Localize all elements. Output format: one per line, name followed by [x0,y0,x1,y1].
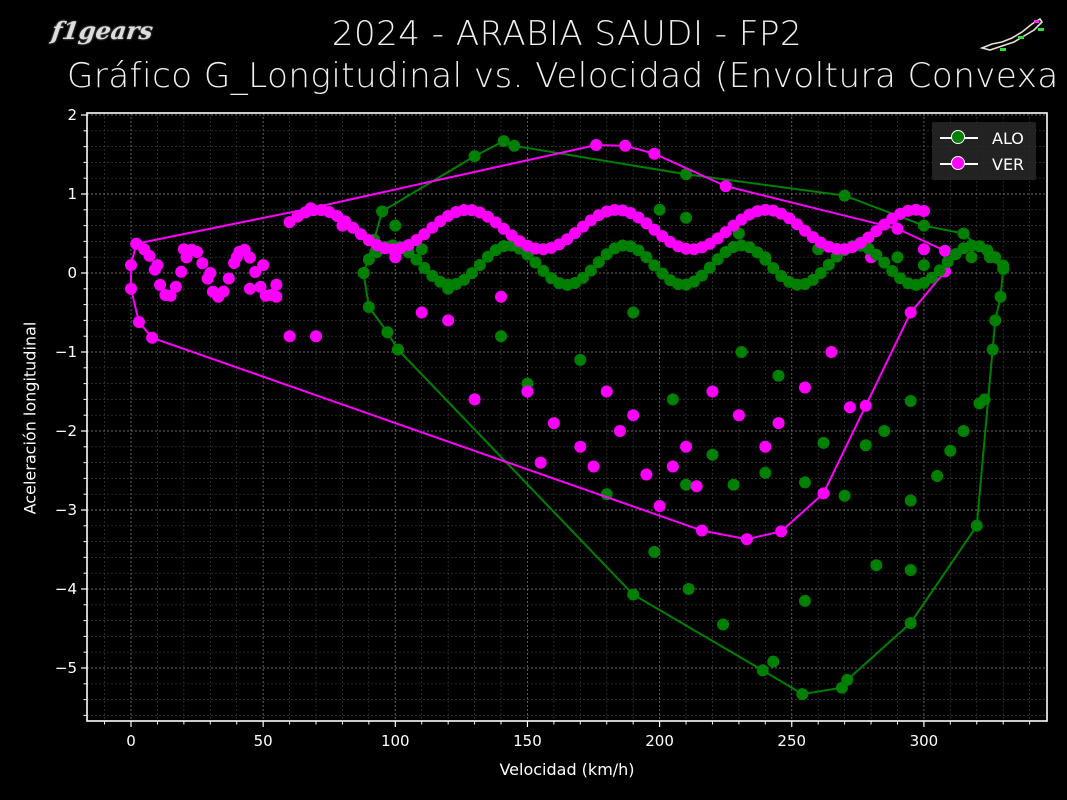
svg-text:300: 300 [910,732,939,750]
series-alo [357,135,1010,701]
svg-text:1: 1 [67,185,77,203]
chart-title-line1: 2024 - ARABIA SAUDI - FP2 [331,14,803,54]
svg-text:100: 100 [381,732,410,750]
svg-text:−1: −1 [55,343,77,361]
svg-text:−5: −5 [55,659,77,677]
legend-item-alo: ALO [932,126,1024,150]
svg-text:−3: −3 [55,501,77,519]
legend-item-ver: VER [932,152,1024,176]
legend: ALO VER [932,122,1036,180]
plot-frame [86,112,1048,722]
svg-text:150: 150 [513,732,542,750]
legend-marker-icon [932,152,984,176]
svg-text:−4: −4 [55,580,77,598]
legend-label: VER [992,154,1025,174]
svg-text:−2: −2 [55,422,77,440]
svg-text:50: 50 [254,732,273,750]
svg-text:0: 0 [126,732,136,750]
series-ver [125,139,952,546]
dense-clusters [138,203,1010,303]
chart-title-line2: Gráfico G_Longitudinal vs. Velocidad (En… [67,56,1059,96]
svg-text:0: 0 [67,264,77,282]
svg-text:250: 250 [777,732,806,750]
svg-text:200: 200 [645,732,674,750]
legend-label: ALO [992,128,1024,148]
svg-text:2: 2 [67,106,77,124]
y-axis-label: Aceleración longitudinal [20,321,40,515]
track-map-icon [979,17,1044,51]
x-axis-label: Velocidad (km/h) [499,760,635,779]
legend-marker-icon [932,126,984,150]
axis-ticks: 0 50 100 150 200 250 300 2 1 0 −1 −2 −3 −4 −5 [55,106,1031,750]
